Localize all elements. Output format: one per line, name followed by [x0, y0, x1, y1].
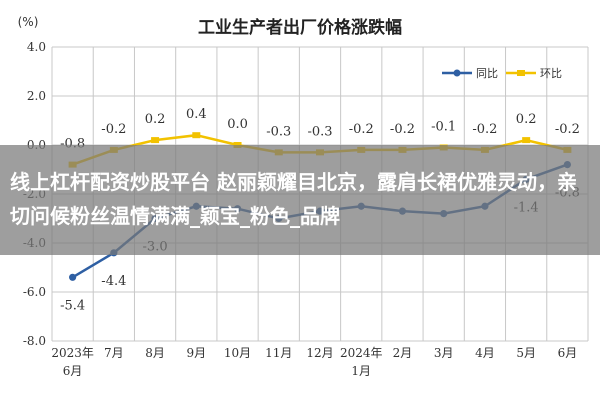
- data-point: [192, 132, 201, 139]
- x-tick-label: 7月: [104, 346, 124, 360]
- data-label: -4.4: [101, 274, 126, 289]
- x-tick-label: 5月: [516, 346, 536, 360]
- x-tick-label: 12月: [306, 346, 333, 360]
- legend-marker: [453, 69, 461, 77]
- data-label: 0.2: [516, 112, 537, 127]
- data-label: -0.3: [266, 124, 291, 139]
- data-label: -0.2: [349, 122, 374, 137]
- chart-title: 工业生产者出厂价格涨跌幅: [198, 17, 402, 38]
- data-label: 0.0: [227, 117, 248, 132]
- caption-overlay-text: 线上杠杆配资炒股平台 赵丽颖耀目北京，露肩长裙优雅灵动，亲切问候粉丝温情满满_颖…: [10, 170, 577, 228]
- x-tick-label: 2024年: [340, 346, 383, 360]
- legend-label: 环比: [540, 67, 562, 80]
- x-tick-label: 9月: [186, 346, 206, 360]
- y-axis-unit-label: (%): [18, 15, 39, 29]
- data-label: -5.4: [60, 298, 85, 313]
- legend-marker: [517, 70, 525, 76]
- data-point: [69, 273, 77, 281]
- x-tick-label: 4月: [475, 346, 495, 360]
- x-tick-label: 6月: [63, 364, 83, 378]
- x-tick-label: 2月: [393, 346, 413, 360]
- chart-legend: 同比 环比: [442, 67, 562, 80]
- data-label: -0.2: [472, 122, 497, 137]
- data-point: [151, 137, 160, 144]
- y-tick-label: -6.0: [23, 285, 46, 299]
- y-tick-label: 2.0: [27, 89, 46, 103]
- data-label: 0.4: [186, 107, 207, 122]
- x-tick-label: 8月: [145, 346, 165, 360]
- x-tick-label: 3月: [434, 346, 454, 360]
- data-label: -0.2: [390, 122, 415, 137]
- x-tick-label: 1月: [351, 364, 371, 378]
- caption-overlay: 线上杠杆配资炒股平台 赵丽颖耀目北京，露肩长裙优雅灵动，亲切问候粉丝温情满满_颖…: [0, 145, 600, 255]
- y-tick-label: 4.0: [27, 40, 46, 54]
- data-label: -0.2: [101, 122, 126, 137]
- data-label: -0.2: [555, 122, 580, 137]
- y-tick-label: -8.0: [23, 334, 46, 348]
- x-tick-label: 6月: [558, 346, 578, 360]
- data-point: [522, 137, 531, 144]
- data-label: -0.1: [431, 119, 456, 134]
- x-tick-label: 2023年: [51, 346, 94, 360]
- legend-label: 同比: [476, 67, 498, 80]
- data-label: 0.2: [145, 112, 166, 127]
- x-tick-label: 10月: [224, 346, 251, 360]
- data-label: -0.3: [307, 124, 332, 139]
- x-tick-label: 11月: [265, 346, 292, 360]
